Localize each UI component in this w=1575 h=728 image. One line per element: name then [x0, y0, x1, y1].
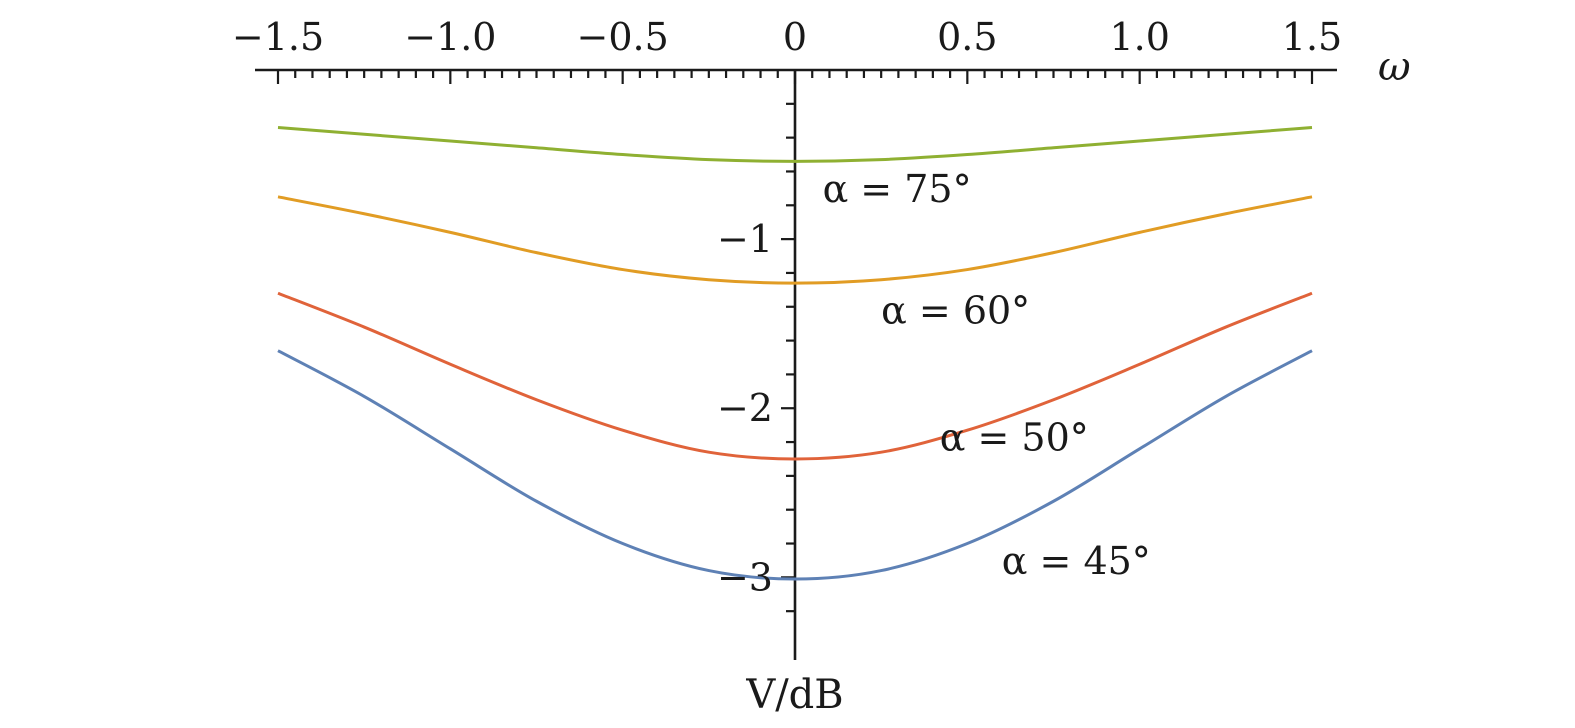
x-axis-ticks: [276, 70, 1314, 84]
x-tick-label: 1.5: [1282, 15, 1342, 59]
curve-annotation: α = 45°: [1002, 539, 1151, 583]
series-line-3: [277, 195, 1313, 285]
series-line-4: [277, 126, 1313, 163]
series-line-1: [277, 349, 1313, 581]
y-tick-label: −2: [717, 386, 773, 430]
x-tick-label: 1.0: [1109, 15, 1169, 59]
curve-annotation: α = 60°: [881, 289, 1030, 333]
series-layer: [277, 126, 1313, 581]
x-tick-label: 0: [783, 15, 807, 59]
series-line-2: [277, 291, 1313, 461]
y-axis-label: V/dB: [745, 672, 843, 718]
curve-annotation: α = 75°: [823, 167, 972, 211]
y-tick-label: −3: [717, 555, 773, 599]
annotations: α = 75° α = 60° α = 50° α = 45°: [823, 167, 1151, 583]
x-tick-labels: −1.5 −1.0 −0.5 0 0.5 1.0 1.5: [232, 15, 1342, 59]
y-tick-labels: −1 −2 −3: [717, 217, 773, 599]
x-tick-label: −1.0: [404, 15, 496, 59]
x-tick-label: 0.5: [937, 15, 997, 59]
x-tick-label: −0.5: [577, 15, 669, 59]
x-axis-label: ω: [1378, 44, 1411, 90]
y-axis-ticks: [781, 102, 795, 613]
curve-annotation: α = 50°: [940, 416, 1089, 460]
x-tick-label: −1.5: [232, 15, 324, 59]
y-tick-label: −1: [717, 217, 773, 261]
